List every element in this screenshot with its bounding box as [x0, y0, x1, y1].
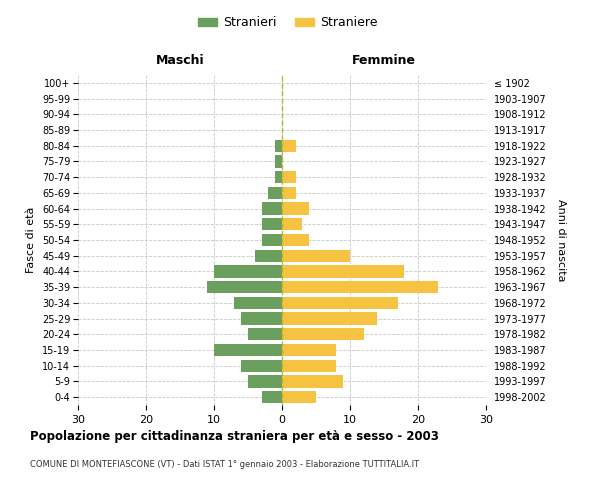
Bar [282, 202, 309, 214]
Legend: Stranieri, Straniere: Stranieri, Straniere [193, 11, 383, 34]
Bar [282, 186, 296, 199]
Bar [248, 376, 282, 388]
Bar [275, 171, 282, 183]
Bar [282, 344, 337, 356]
Bar [248, 328, 282, 340]
Bar [282, 328, 364, 340]
Text: Maschi: Maschi [155, 54, 205, 68]
Bar [235, 296, 282, 309]
Y-axis label: Fasce di età: Fasce di età [26, 207, 37, 273]
Bar [207, 281, 282, 293]
Text: Femmine: Femmine [352, 54, 416, 68]
Bar [282, 391, 316, 404]
Bar [214, 344, 282, 356]
Bar [282, 312, 377, 324]
Bar [282, 250, 350, 262]
Text: COMUNE DI MONTEFIASCONE (VT) - Dati ISTAT 1° gennaio 2003 - Elaborazione TUTTITA: COMUNE DI MONTEFIASCONE (VT) - Dati ISTA… [30, 460, 419, 469]
Bar [282, 360, 337, 372]
Bar [262, 391, 282, 404]
Bar [282, 296, 398, 309]
Bar [262, 218, 282, 230]
Bar [282, 376, 343, 388]
Bar [282, 171, 296, 183]
Bar [282, 234, 309, 246]
Bar [255, 250, 282, 262]
Bar [282, 266, 404, 278]
Y-axis label: Anni di nascita: Anni di nascita [556, 198, 566, 281]
Bar [268, 186, 282, 199]
Bar [241, 312, 282, 324]
Bar [282, 140, 296, 152]
Bar [214, 266, 282, 278]
Bar [275, 140, 282, 152]
Bar [241, 360, 282, 372]
Bar [262, 202, 282, 214]
Bar [275, 156, 282, 168]
Bar [262, 234, 282, 246]
Bar [282, 281, 439, 293]
Text: Popolazione per cittadinanza straniera per età e sesso - 2003: Popolazione per cittadinanza straniera p… [30, 430, 439, 443]
Bar [282, 218, 302, 230]
